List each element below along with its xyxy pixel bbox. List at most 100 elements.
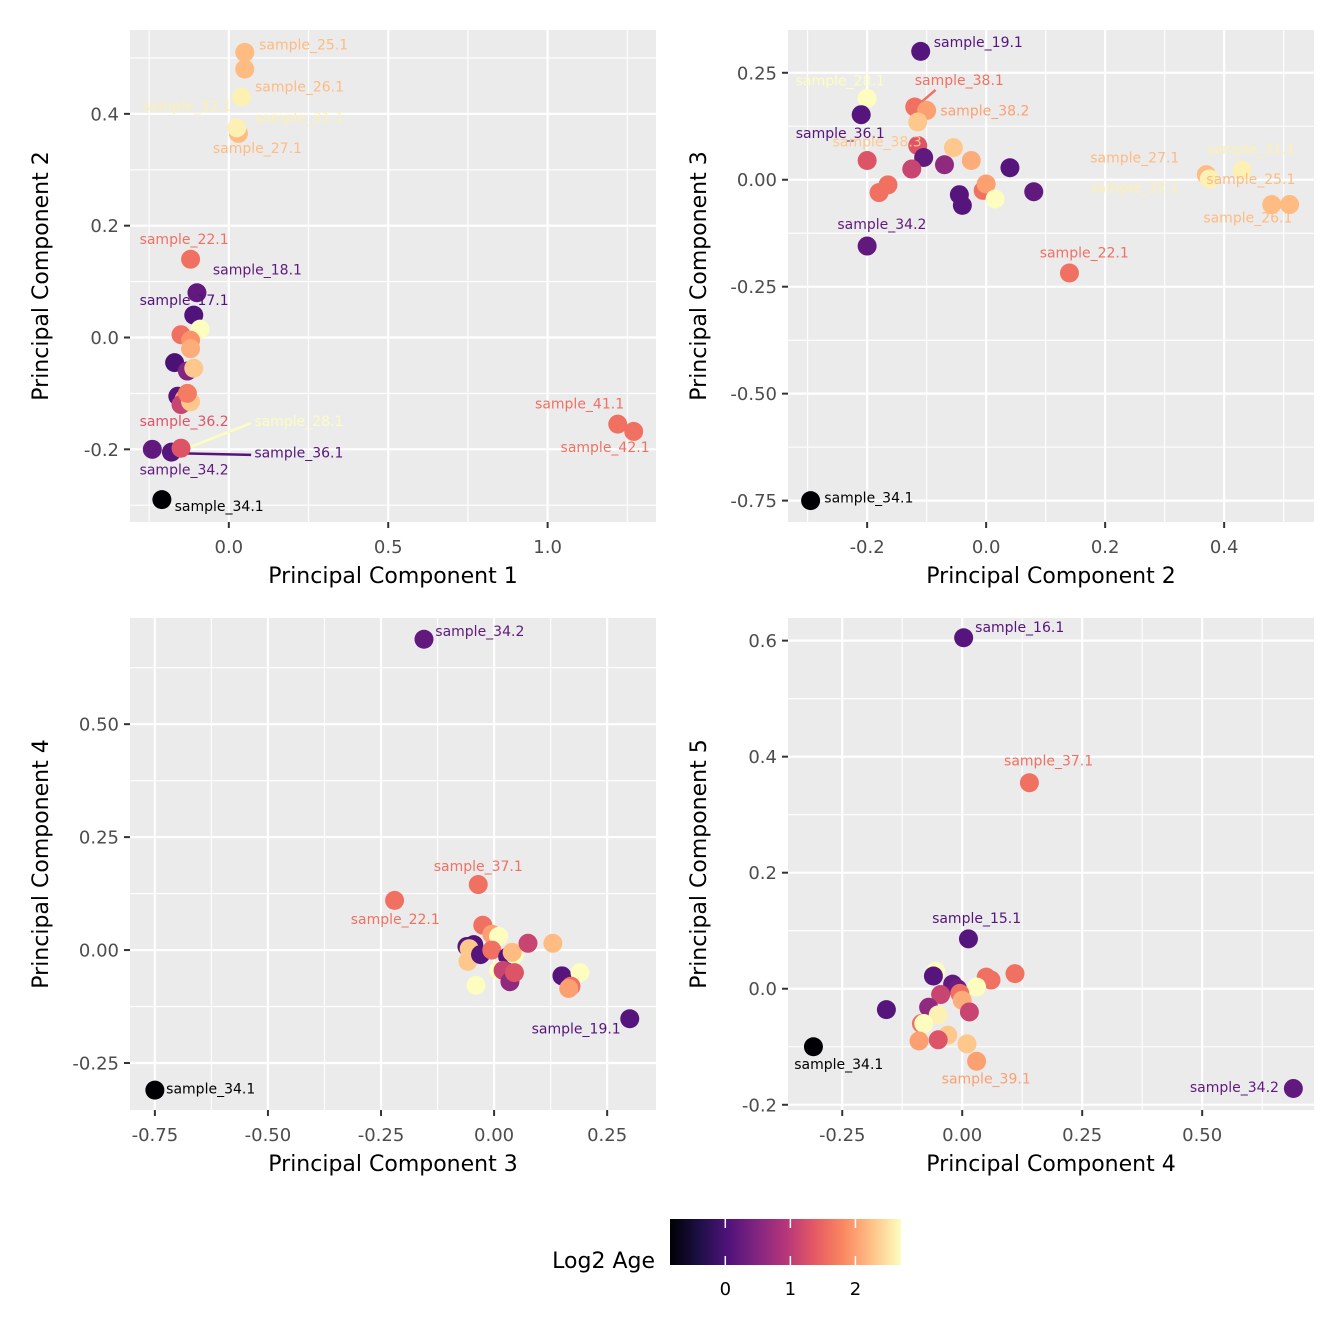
panel-background [130, 30, 656, 522]
y-tick-label: -0.75 [730, 491, 777, 512]
x-tick-label: 0.00 [942, 1125, 982, 1146]
data-point [152, 490, 172, 510]
x-tick-label: 0.4 [1210, 537, 1239, 558]
x-tick-label: 0.5 [374, 537, 403, 558]
point-label: sample_15.1 [932, 911, 1021, 927]
data-point [851, 105, 871, 125]
x-tick-label: 0.0 [972, 537, 1001, 558]
x-tick-label: -0.50 [245, 1125, 292, 1146]
data-point [502, 942, 522, 962]
point-label: sample_34.2 [140, 462, 229, 478]
point-label: sample_22.1 [351, 912, 440, 928]
data-point [857, 236, 877, 256]
point-label: sample_38.3 [833, 134, 922, 150]
point-label: sample_34.2 [435, 624, 524, 640]
data-point [914, 147, 934, 167]
data-point [620, 1009, 640, 1029]
legend-colorbar [670, 1219, 901, 1265]
data-point [235, 42, 255, 62]
y-tick-label: -0.50 [730, 384, 777, 405]
x-tick-label: 0.2 [1091, 537, 1120, 558]
data-point [876, 1000, 896, 1020]
point-label: sample_37.1 [434, 859, 523, 875]
point-label: sample_18.1 [213, 262, 302, 278]
x-tick-label: 0.25 [1062, 1125, 1102, 1146]
panel-background [130, 618, 656, 1110]
data-point [181, 249, 201, 269]
point-label: sample_38.1 [915, 73, 1004, 89]
data-point [1000, 158, 1020, 178]
data-point [187, 283, 207, 303]
y-axis-title: Principal Component 4 [29, 739, 54, 988]
data-point [145, 1080, 165, 1100]
y-tick-label: 0.0 [748, 979, 777, 1000]
point-label: sample_36.2 [140, 414, 229, 430]
x-tick-label: -0.25 [819, 1125, 866, 1146]
legend-tick-label: 0 [720, 1279, 731, 1300]
label-leader-line [919, 88, 937, 104]
y-axis-title: Principal Component 2 [29, 151, 54, 400]
y-tick-label: 0.50 [79, 715, 119, 736]
y-tick-label: 0.6 [748, 631, 777, 652]
data-layer: sample_25.1 sample_26.1 sample_32.1 sample_… [140, 38, 650, 515]
data-point [967, 1051, 987, 1071]
data-point [171, 438, 191, 458]
point-label: sample_32.1 [1090, 181, 1179, 197]
data-point [468, 875, 488, 895]
point-label: sample_22.1 [140, 232, 229, 248]
point-label: sample_25.1 [1206, 172, 1295, 188]
data-point [518, 933, 538, 953]
data-point [543, 933, 563, 953]
data-point [232, 87, 252, 107]
y-tick-label: -0.2 [84, 440, 119, 461]
data-point [1232, 160, 1252, 180]
y-tick-label: 0.00 [79, 941, 119, 962]
point-label: sample_17.1 [140, 293, 229, 309]
point-label: sample_34.1 [794, 1057, 883, 1073]
x-tick-label: 0.00 [474, 1125, 514, 1146]
data-point [1199, 169, 1219, 189]
y-tick-label: 0.4 [90, 104, 119, 125]
x-tick-label: 1.0 [533, 537, 562, 558]
data-point [624, 421, 644, 441]
panel-pc4-pc5: -0.25 0.00 0.25 0.50 -0.2 0.0 0.2 0.4 0.6 Princip… [687, 618, 1314, 1177]
x-axis-title: Principal Component 3 [268, 1152, 517, 1177]
x-tick-label: -0.75 [132, 1125, 179, 1146]
data-point [1024, 182, 1044, 202]
point-label: sample_19.1 [532, 1022, 621, 1038]
data-point [981, 970, 1001, 990]
data-point [1262, 195, 1282, 215]
point-label: sample_34.1 [175, 499, 264, 515]
point-label: sample_28.1 [254, 414, 343, 430]
y-tick-label: -0.25 [72, 1054, 119, 1075]
point-label: sample_34.1 [824, 491, 913, 507]
data-point [142, 439, 162, 459]
data-point [943, 138, 963, 158]
point-label: sample_34.1 [166, 1082, 255, 1098]
data-point [1059, 263, 1079, 283]
legend-tick-label: 2 [850, 1279, 861, 1300]
data-point [908, 112, 928, 132]
x-tick-label: -0.2 [850, 537, 885, 558]
y-axis-title: Principal Component 5 [687, 739, 712, 988]
panel-pc2-pc3: -0.2 0.0 0.2 0.4 -0.75 -0.50 -0.25 0.00 0.25 Prin… [687, 30, 1314, 589]
x-tick-label: 0.0 [215, 537, 244, 558]
y-tick-label: -0.2 [742, 1095, 777, 1116]
point-label: sample_31.1 [255, 110, 344, 126]
x-tick-label: 0.25 [587, 1125, 627, 1146]
data-point [504, 963, 524, 983]
data-point [923, 966, 943, 986]
y-axis-title: Principal Component 3 [687, 151, 712, 400]
data-point [184, 358, 204, 378]
data-point [902, 159, 922, 179]
data-point [1019, 773, 1039, 793]
data-layer: sample_19.1 sample_28.1 sample_38.1 sample_… [796, 35, 1300, 511]
panel-background [788, 30, 1314, 522]
point-label: sample_31.1 [1206, 142, 1295, 158]
point-label: sample_26.1 [255, 80, 344, 96]
data-point [914, 1014, 934, 1034]
data-layer: sample_16.1 sample_37.1 sample_15.1 sample_… [794, 620, 1303, 1099]
panel-pc3-pc4: -0.75 -0.50 -0.25 0.00 0.25 -0.25 0.00 0.25 0.50… [29, 618, 656, 1177]
data-point [1283, 1079, 1303, 1099]
